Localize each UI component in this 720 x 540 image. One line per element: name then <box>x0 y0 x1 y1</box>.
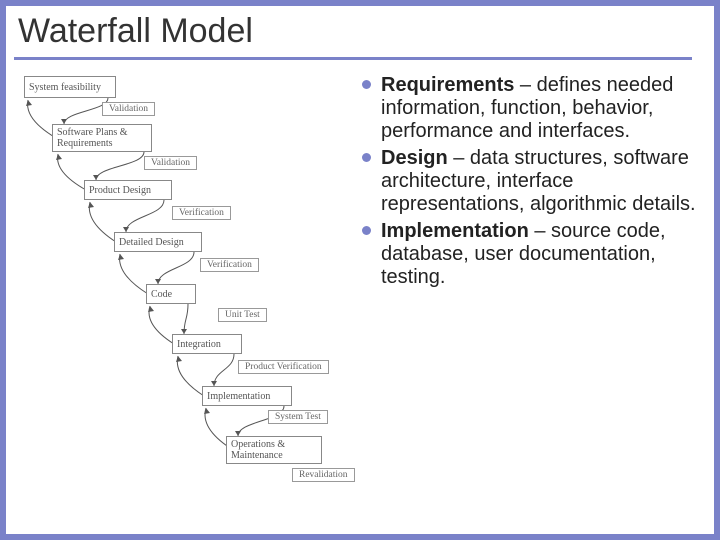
waterfall-diagram: System feasibility Software Plans & Requi… <box>14 68 354 508</box>
bullet-text: Design – data structures, software archi… <box>381 147 706 216</box>
validation-box: System Test <box>268 410 328 424</box>
validation-box: Verification <box>172 206 231 220</box>
stage-box: Implementation <box>202 386 292 406</box>
validation-box: Validation <box>102 102 155 116</box>
bullet-item: Design – data structures, software archi… <box>362 147 706 216</box>
bullet-item: Requirements – defines needed informatio… <box>362 74 706 143</box>
stage-box: Detailed Design <box>114 232 202 252</box>
bullet-text: Implementation – source code, database, … <box>381 220 706 289</box>
stage-box: Code <box>146 284 196 304</box>
bullet-list: Requirements – defines needed informatio… <box>362 68 706 508</box>
validation-box: Revalidation <box>292 468 355 482</box>
slide-title: Waterfall Model <box>0 0 720 53</box>
bullet-text: Requirements – defines needed informatio… <box>381 74 706 143</box>
stage-box: Integration <box>172 334 242 354</box>
bullet-dot-icon <box>362 226 371 235</box>
bullet-item: Implementation – source code, database, … <box>362 220 706 289</box>
stage-box: Product Design <box>84 180 172 200</box>
validation-box: Verification <box>200 258 259 272</box>
validation-box: Product Verification <box>238 360 329 374</box>
content-area: System feasibility Software Plans & Requi… <box>0 60 720 508</box>
stage-box: Operations & Maintenance <box>226 436 322 464</box>
bullet-dot-icon <box>362 153 371 162</box>
stage-box: System feasibility <box>24 76 116 98</box>
bullet-dot-icon <box>362 80 371 89</box>
validation-box: Unit Test <box>218 308 267 322</box>
stage-box: Software Plans & Requirements <box>52 124 152 152</box>
validation-box: Validation <box>144 156 197 170</box>
